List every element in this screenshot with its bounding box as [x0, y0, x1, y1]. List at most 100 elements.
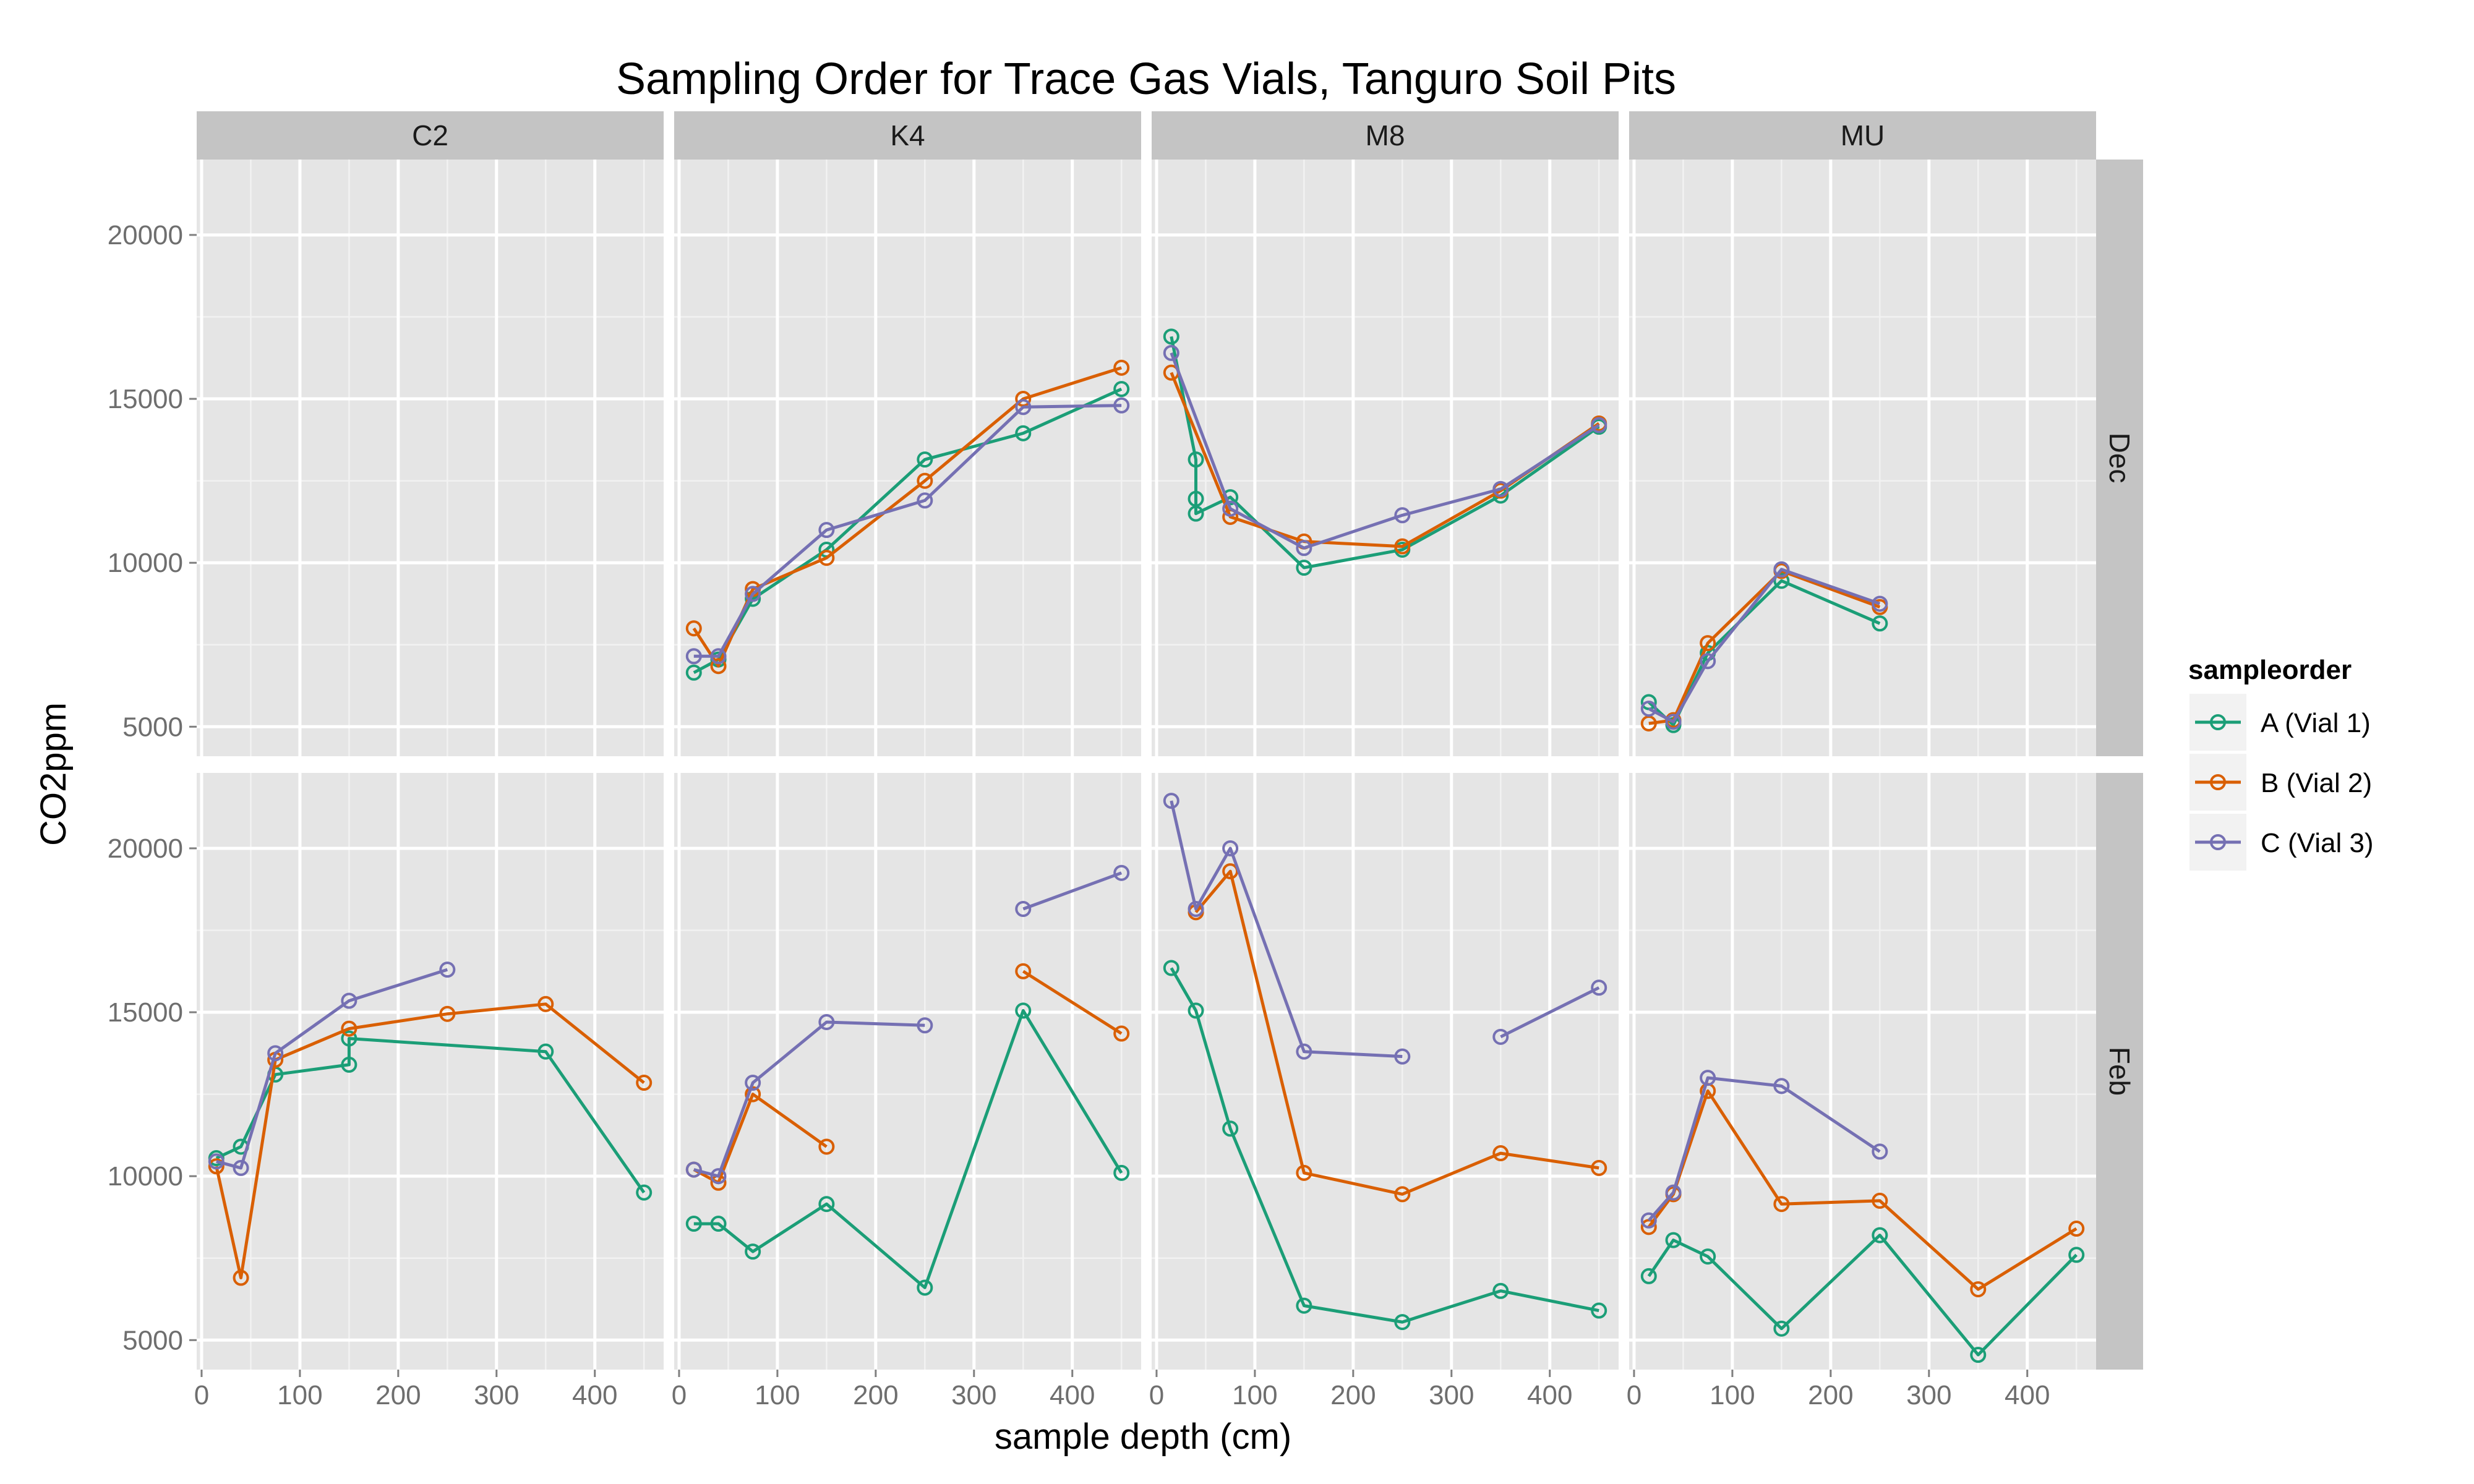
series-line [216, 968, 448, 1170]
data-point [1015, 901, 1032, 918]
data-point [1296, 1043, 1312, 1060]
data-point [1394, 1048, 1411, 1065]
series-line [693, 1020, 925, 1178]
series-line [1170, 352, 1600, 550]
panel-m8-dec [1152, 160, 1619, 756]
data-point [685, 620, 702, 637]
data-point [1773, 1078, 1790, 1094]
series-line [692, 366, 1122, 668]
facet-strip-m8 [1152, 111, 1619, 160]
series-line [215, 1037, 646, 1194]
facet-strip-k4 [674, 111, 1141, 160]
data-point [1773, 573, 1790, 589]
data-point [1113, 1025, 1130, 1042]
data-point [1394, 507, 1411, 524]
data-point [1591, 417, 1607, 433]
x-tick-label: 100 [277, 1380, 322, 1410]
data-point [1872, 1227, 1888, 1243]
data-point [1492, 1282, 1509, 1299]
data-point [710, 1168, 727, 1185]
panel-k4-dec [674, 160, 1141, 756]
series-line [693, 1093, 828, 1185]
x-tick-label: 200 [1330, 1380, 1376, 1410]
data-point [1394, 538, 1411, 555]
panel-background [674, 773, 1141, 1370]
series-line [215, 1002, 645, 1279]
y-tick-label: 20000 [108, 220, 183, 250]
data-point [818, 1196, 835, 1213]
x-tick-label: 100 [1710, 1380, 1755, 1410]
data-point [208, 1153, 225, 1170]
data-point [341, 1030, 357, 1047]
series-c [685, 397, 1130, 665]
data-point [1700, 653, 1716, 670]
data-point [1296, 1297, 1312, 1314]
legend-item: A (Vial 1) [2189, 694, 2371, 751]
data-point [1015, 1002, 1032, 1019]
data-point [267, 1045, 284, 1062]
series-line [1500, 986, 1600, 1039]
data-point [710, 1216, 727, 1232]
x-tick-label: 0 [194, 1380, 209, 1410]
x-tick-label: 400 [1050, 1380, 1095, 1410]
y-tick-label: 5000 [122, 1325, 183, 1355]
data-point [1222, 840, 1239, 856]
data-point [1872, 595, 1888, 612]
data-point [1163, 960, 1179, 976]
series-a [1640, 1227, 2085, 1363]
data-point [1163, 344, 1179, 361]
data-point [2068, 1221, 2085, 1237]
x-tick-label: 300 [951, 1380, 996, 1410]
panel-k4-feb [674, 773, 1141, 1370]
data-point [1188, 451, 1204, 468]
facet-strip-mu [1629, 111, 2096, 160]
series-c [1640, 561, 1888, 730]
panel-background [197, 160, 664, 756]
series-a [208, 1030, 653, 1201]
series-line [1648, 569, 1881, 725]
data-point [917, 1017, 933, 1034]
data-point [1113, 397, 1130, 414]
x-tick-label: 400 [1527, 1380, 1572, 1410]
legend-label: A (Vial 1) [2261, 708, 2371, 738]
data-point [685, 1161, 702, 1178]
data-point [1113, 359, 1130, 376]
facet-panels: C2 K4 M8 MUDecFeb50001000015000200005000100… [108, 111, 2143, 1410]
data-point [685, 664, 702, 681]
data-point [233, 1159, 249, 1176]
data-point [1872, 1192, 1888, 1209]
x-tick-label: 200 [375, 1380, 421, 1410]
data-point [1296, 560, 1312, 576]
data-point [1665, 714, 1682, 730]
data-point [1296, 1164, 1312, 1181]
panel-c2-dec [197, 160, 664, 756]
data-point [1970, 1347, 1987, 1363]
data-point [745, 1086, 761, 1102]
panel-background [1152, 160, 1619, 756]
series-line [693, 404, 1122, 658]
x-tick-label: 100 [1232, 1380, 1277, 1410]
legend: sampleorder A (Vial 1) B (Vial 2) C (Vial … [2188, 655, 2374, 871]
data-point [1700, 1248, 1716, 1265]
y-tick-label: 15000 [108, 384, 183, 414]
data-point [1665, 1232, 1682, 1248]
data-point [818, 1013, 835, 1030]
facet-strip-label: C2 [412, 119, 448, 151]
x-axis-title: sample depth (cm) [995, 1417, 1291, 1457]
x-tick-label: 0 [1149, 1380, 1164, 1410]
panel-mu-feb [1629, 773, 2096, 1370]
series-line [1170, 967, 1599, 1324]
data-point [685, 648, 702, 665]
series-a [685, 1002, 1130, 1296]
data-point [917, 492, 933, 509]
facet-strip-label: MU [1841, 119, 1885, 151]
data-point [1773, 1196, 1790, 1213]
data-point [1640, 1268, 1657, 1284]
series-line [1647, 1234, 2078, 1357]
data-point [636, 1184, 653, 1201]
y-tick-label: 15000 [108, 997, 183, 1028]
facet-strip-label: M8 [1366, 119, 1405, 151]
data-point [1640, 1212, 1657, 1229]
data-point [818, 522, 835, 539]
legend-title: sampleorder [2188, 655, 2352, 685]
